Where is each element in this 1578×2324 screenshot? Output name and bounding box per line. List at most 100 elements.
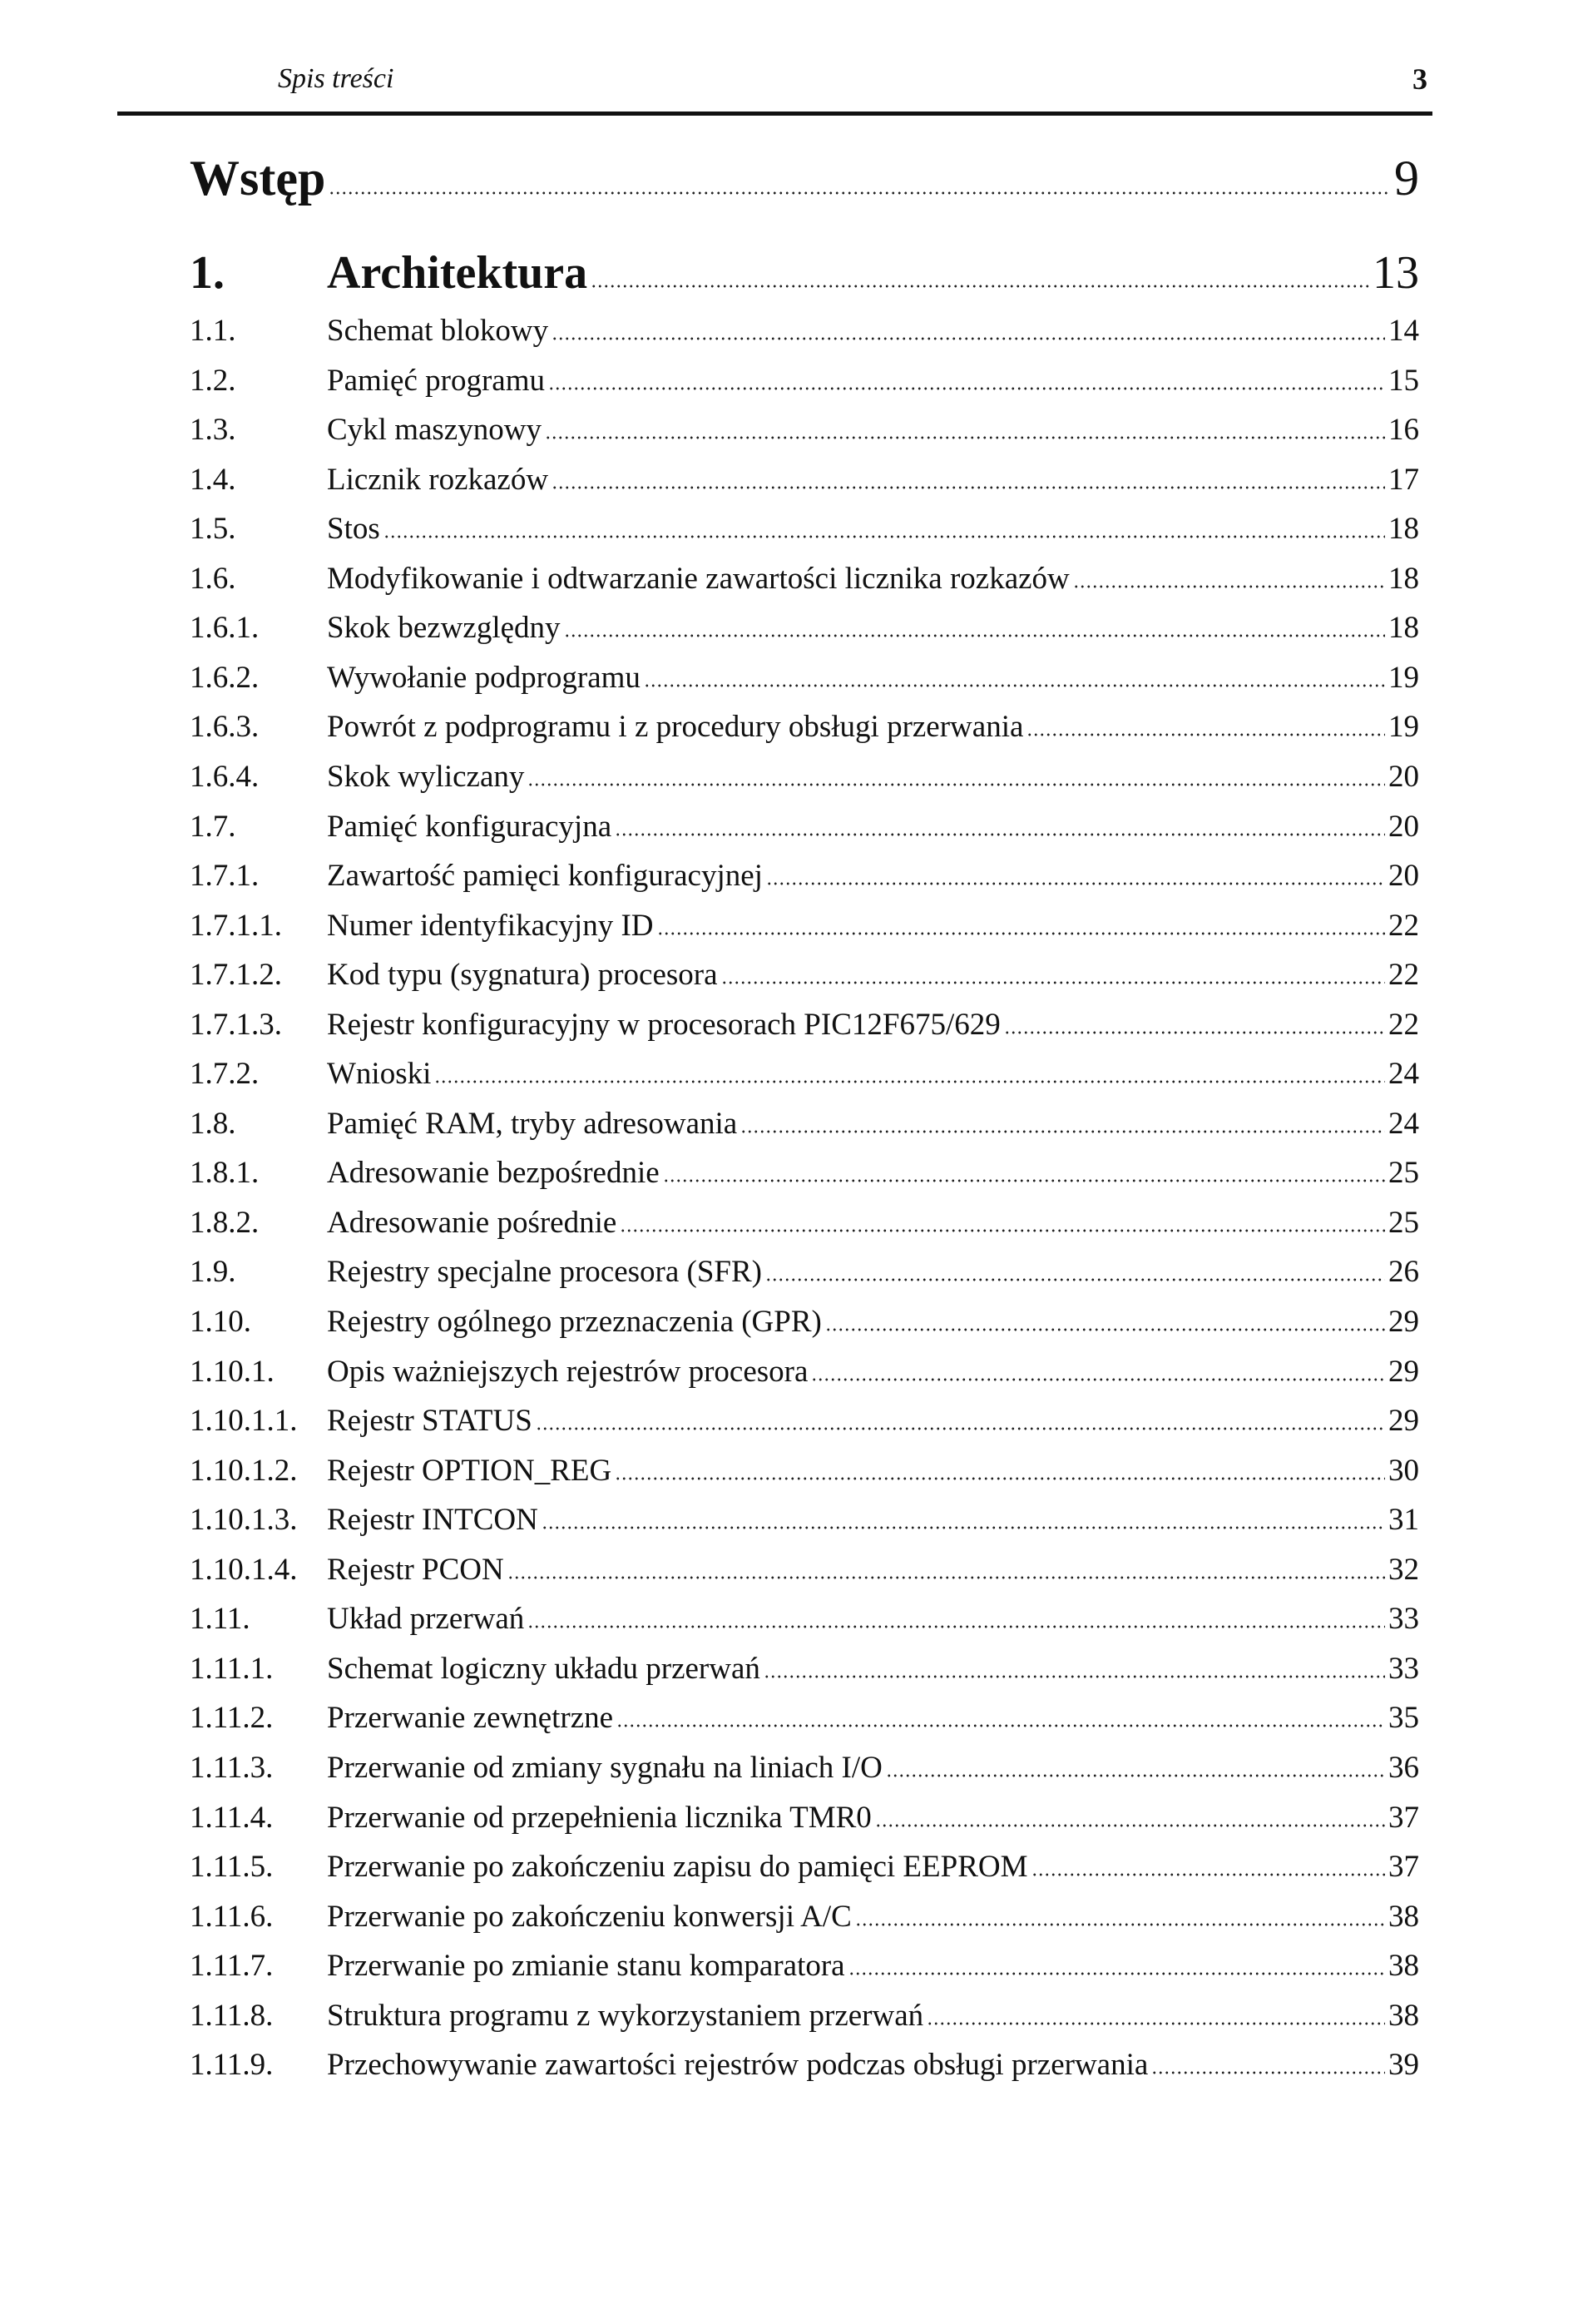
toc-entry-page: 36 bbox=[1388, 1750, 1419, 1785]
toc-entry-page: 15 bbox=[1388, 363, 1419, 398]
toc-entry-title: Przerwanie zewnętrzne bbox=[327, 1701, 614, 1736]
toc-entry-number: 1.10.1.1. bbox=[190, 1404, 298, 1439]
toc-entry-number: 1.11.9. bbox=[190, 2048, 274, 2083]
toc-entry-number: 1.11.6. bbox=[190, 1899, 274, 1934]
running-header-title: Spis treści bbox=[278, 63, 394, 94]
toc-entry[interactable]: 1.8.2. Adresowanie pośrednie 25 bbox=[190, 1205, 1419, 1241]
toc-entry-number: 1.6.2. bbox=[190, 660, 260, 695]
toc-entry[interactable]: 1.11.2. Przerwanie zewnętrzne 35 bbox=[190, 1700, 1419, 1736]
dot-leader bbox=[1003, 1030, 1385, 1034]
toc-entry-title: Przerwanie po zakończeniu zapisu do pami… bbox=[327, 1850, 1028, 1885]
toc-entry[interactable]: 1.1. Schemat blokowy 14 bbox=[190, 313, 1419, 349]
toc-entry-number: 1.7. bbox=[190, 809, 236, 844]
toc-entry[interactable]: 1.7.1. Zawartość pamięci konfiguracyjnej 2… bbox=[190, 858, 1419, 894]
toc-entry-title: Rejestr OPTION_REG bbox=[327, 1453, 612, 1488]
toc-entry[interactable]: 1.6.3. Powrót z podprogramu i z procedury… bbox=[190, 709, 1419, 745]
toc-entry-title: Powrót z podprogramu i z procedury obsłu… bbox=[327, 710, 1024, 745]
dot-leader bbox=[535, 1427, 1385, 1431]
toc-entry[interactable]: 1.10.1.4. Rejestr PCON 32 bbox=[190, 1552, 1419, 1588]
toc-entry-page: 19 bbox=[1388, 660, 1419, 695]
dot-leader bbox=[643, 683, 1385, 687]
toc-entry-number: 1.11.7. bbox=[190, 1949, 274, 1984]
dot-leader bbox=[765, 882, 1385, 886]
toc-chapter-number: 1. bbox=[190, 247, 225, 299]
toc-entry[interactable]: 1.10.1.1. Rejestr STATUS 29 bbox=[190, 1403, 1419, 1439]
toc-entry[interactable]: 1.8.1. Adresowanie bezpośrednie 25 bbox=[190, 1155, 1419, 1191]
toc-entry-title: Zawartość pamięci konfiguracyjnej bbox=[327, 859, 763, 894]
toc-entry-number: 1.7.2. bbox=[190, 1057, 260, 1092]
toc-entry[interactable]: 1.3. Cykl maszynowy 16 bbox=[190, 412, 1419, 448]
toc-entry-page: 25 bbox=[1388, 1156, 1419, 1191]
toc-entry[interactable]: 1.7.1.3. Rejestr konfiguracyjny w proceso… bbox=[190, 1007, 1419, 1043]
toc-entry[interactable]: 1.10.1. Opis ważniejszych rejestrów proce… bbox=[190, 1354, 1419, 1390]
toc-entry-title: Schemat logiczny układu przerwań bbox=[327, 1651, 760, 1686]
dot-leader bbox=[740, 1129, 1385, 1133]
toc-entry-number: 1.11.3. bbox=[190, 1750, 274, 1785]
dot-leader bbox=[527, 782, 1385, 786]
dot-leader bbox=[616, 1724, 1385, 1728]
toc-entry-number: 1.7.1.1. bbox=[190, 908, 282, 943]
toc-entry-number: 1.1. bbox=[190, 314, 236, 348]
toc-entry-title: Rejestr konfiguracyjny w procesorach PIC… bbox=[327, 1007, 1001, 1042]
toc-entry[interactable]: 1.5. Stos 18 bbox=[190, 511, 1419, 547]
toc-entry[interactable]: 1.10.1.2. Rejestr OPTION_REG 30 bbox=[190, 1453, 1419, 1489]
toc-entry-number: 1.11.1. bbox=[190, 1651, 274, 1686]
toc-entry-title: Rejestry specjalne procesora (SFR) bbox=[327, 1255, 762, 1290]
toc-intro-page: 9 bbox=[1394, 151, 1419, 206]
toc-entry-page: 22 bbox=[1388, 908, 1419, 943]
toc-entry-title: Skok wyliczany bbox=[327, 759, 525, 794]
toc-entry[interactable]: 1.11.3. Przerwanie od zmiany sygnału na l… bbox=[190, 1750, 1419, 1786]
toc-entry[interactable]: 1.11.9. Przechowywanie zawartości rejestr… bbox=[190, 2047, 1419, 2083]
dot-leader bbox=[541, 1526, 1385, 1530]
toc-entry[interactable]: 1.4. Licznik rozkazów 17 bbox=[190, 462, 1419, 498]
toc-entry[interactable]: 1.11.6. Przerwanie po zakończeniu konwers… bbox=[190, 1899, 1419, 1935]
toc-entry[interactable]: 1.10. Rejestry ogólnego przeznaczenia (GP… bbox=[190, 1304, 1419, 1340]
toc-entry-page: 18 bbox=[1388, 512, 1419, 547]
toc-entry[interactable]: 1.11. Układ przerwań 33 bbox=[190, 1601, 1419, 1637]
toc-entry[interactable]: 1.7.2. Wnioski 24 bbox=[190, 1056, 1419, 1092]
toc-entry-number: 1.6.3. bbox=[190, 710, 260, 745]
toc-entry[interactable]: 1.7.1.2. Kod typu (sygnatura) procesora 22 bbox=[190, 957, 1419, 993]
toc-entry-number: 1.11.8. bbox=[190, 1998, 274, 2033]
toc-intro[interactable]: Wstęp 9 bbox=[190, 150, 1419, 207]
toc-entry-page: 33 bbox=[1388, 1651, 1419, 1686]
toc-entry-page: 31 bbox=[1388, 1503, 1419, 1538]
toc-entry[interactable]: 1.10.1.3. Rejestr INTCON 31 bbox=[190, 1502, 1419, 1538]
toc-entry[interactable]: 1.2. Pamięć programu 15 bbox=[190, 363, 1419, 399]
dot-leader bbox=[434, 1080, 1385, 1084]
toc-entry-number: 1.2. bbox=[190, 363, 236, 398]
toc-entry[interactable]: 1.11.1. Schemat logiczny układu przerwań 3… bbox=[190, 1651, 1419, 1687]
toc-entry[interactable]: 1.7. Pamięć konfiguracyjna 20 bbox=[190, 809, 1419, 845]
dot-leader bbox=[615, 832, 1385, 836]
toc-entry-number: 1.10.1. bbox=[190, 1354, 275, 1389]
toc-entry-page: 37 bbox=[1388, 1800, 1419, 1835]
toc-entry-title: Przerwanie po zakończeniu konwersji A/C bbox=[327, 1899, 852, 1934]
dot-leader bbox=[552, 337, 1385, 340]
toc-entry[interactable]: 1.6.1. Skok bezwzględny 18 bbox=[190, 610, 1419, 646]
toc-entry-page: 18 bbox=[1388, 561, 1419, 596]
dot-leader bbox=[763, 1674, 1385, 1678]
toc-entry[interactable]: 1.8. Pamięć RAM, tryby adresowania 24 bbox=[190, 1106, 1419, 1142]
toc-entry-number: 1.10. bbox=[190, 1305, 251, 1339]
toc-entry-number: 1.10.1.3. bbox=[190, 1503, 298, 1538]
toc-entry[interactable]: 1.6. Modyfikowanie i odtwarzanie zawartoś… bbox=[190, 561, 1419, 597]
dot-leader bbox=[591, 285, 1369, 288]
toc-intro-title: Wstęp bbox=[190, 151, 326, 206]
toc-entry-number: 1.11.5. bbox=[190, 1850, 274, 1885]
toc-chapter-1[interactable]: 1. Architektura 13 bbox=[190, 246, 1419, 300]
toc-entry[interactable]: 1.6.4. Skok wyliczany 20 bbox=[190, 759, 1419, 795]
toc-entry[interactable]: 1.11.7. Przerwanie po zmianie stanu kompa… bbox=[190, 1948, 1419, 1984]
toc-entry-number: 1.6.4. bbox=[190, 759, 260, 794]
dot-leader bbox=[656, 931, 1385, 935]
toc-entry-page: 39 bbox=[1388, 2048, 1419, 2083]
toc-entry[interactable]: 1.11.4. Przerwanie od przepełnienia liczn… bbox=[190, 1800, 1419, 1836]
toc-entry[interactable]: 1.11.8. Struktura programu z wykorzystani… bbox=[190, 1998, 1419, 2034]
toc-entry[interactable]: 1.9. Rejestry specjalne procesora (SFR) 26 bbox=[190, 1254, 1419, 1290]
toc-entry[interactable]: 1.6.2. Wywołanie podprogramu 19 bbox=[190, 660, 1419, 696]
toc-entry[interactable]: 1.7.1.1. Numer identyfikacyjny ID 22 bbox=[190, 908, 1419, 944]
toc-entry[interactable]: 1.11.5. Przerwanie po zakończeniu zapisu … bbox=[190, 1849, 1419, 1885]
toc-entry-page: 19 bbox=[1388, 710, 1419, 745]
dot-leader bbox=[1151, 2071, 1385, 2075]
toc-entry-page: 38 bbox=[1388, 1899, 1419, 1934]
toc-entry-title: Pamięć programu bbox=[327, 363, 545, 398]
